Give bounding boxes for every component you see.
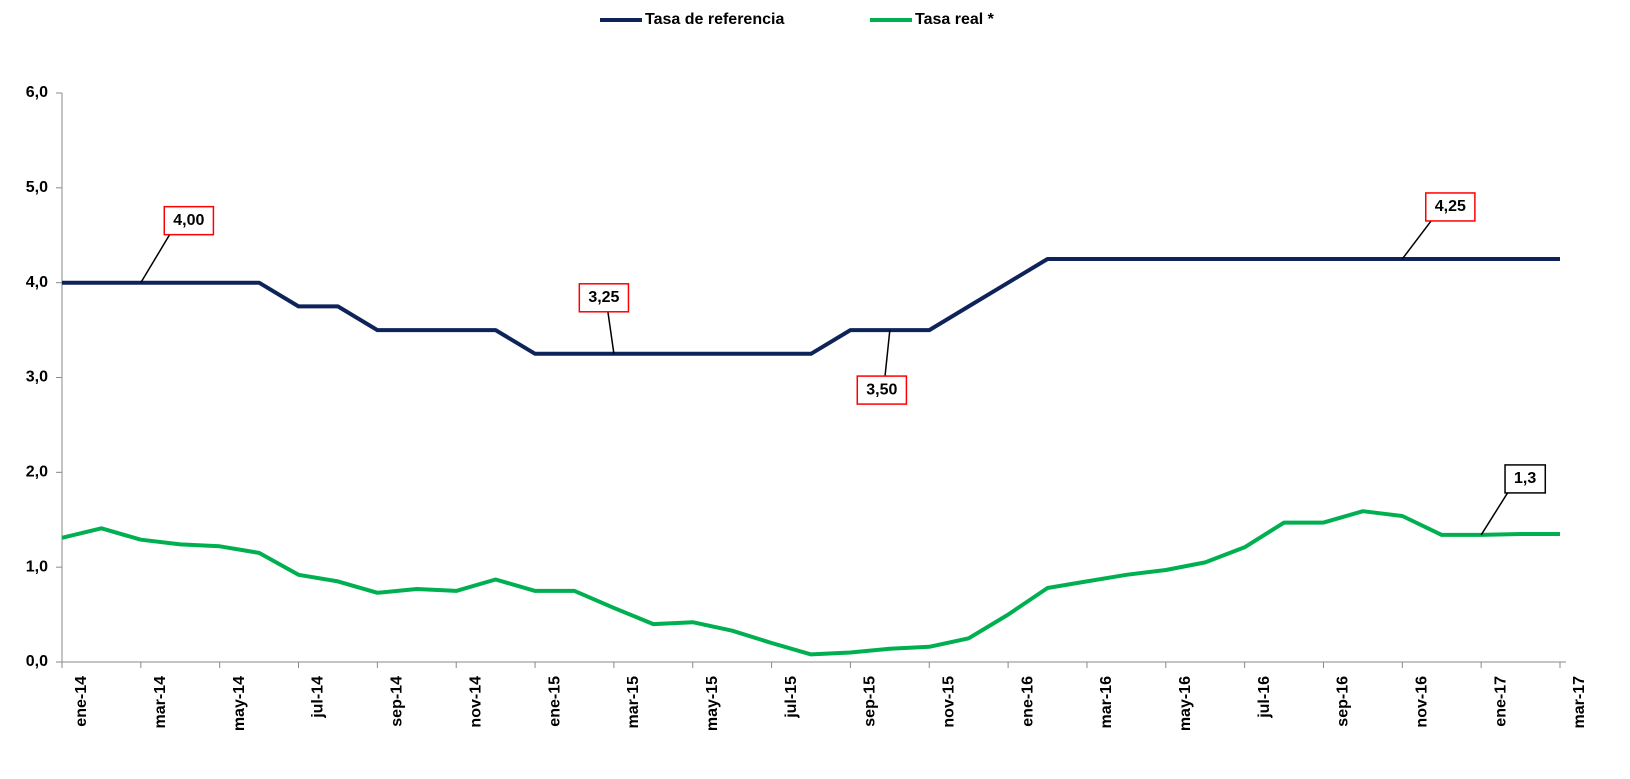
x-tick-label: may-14 xyxy=(231,676,248,731)
x-tick-label: sep-14 xyxy=(389,676,406,727)
data-label-box xyxy=(163,205,215,236)
x-tick-label: ene-15 xyxy=(546,676,563,727)
x-tick-label: ene-16 xyxy=(1019,676,1036,727)
y-tick-label: 5,0 xyxy=(26,179,48,196)
x-tick-label: jul-15 xyxy=(783,676,800,719)
x-tick-label: nov-15 xyxy=(940,676,957,728)
y-tick-label: 2,0 xyxy=(26,464,48,481)
x-tick-label: nov-16 xyxy=(1414,676,1431,728)
data-label: 1,3 xyxy=(1514,470,1536,487)
x-tick-label: may-16 xyxy=(1177,676,1194,731)
x-tick-label: sep-15 xyxy=(862,676,879,727)
leader-line xyxy=(1480,492,1509,536)
data-label-box xyxy=(856,375,908,405)
leader-line xyxy=(607,311,615,354)
y-tick-label: 1,0 xyxy=(26,558,48,575)
y-tick-label: 6,0 xyxy=(26,84,48,101)
y-tick-label: 0,0 xyxy=(26,653,48,670)
data-label-box xyxy=(578,283,630,313)
leader-line xyxy=(884,330,891,377)
legend-label: Tasa de referencia xyxy=(645,11,784,28)
leader-line xyxy=(140,234,171,284)
legend-label: Tasa real * xyxy=(915,11,995,28)
x-tick-label: nov-14 xyxy=(467,676,484,728)
data-label-box xyxy=(1424,192,1476,222)
y-tick-label: 3,0 xyxy=(26,369,48,386)
data-label: 4,00 xyxy=(173,212,204,229)
series-line xyxy=(61,509,1560,657)
x-tick-label: ene-17 xyxy=(1492,676,1509,727)
x-tick-label: mar-17 xyxy=(1571,676,1588,729)
x-tick-label: jul-16 xyxy=(1256,676,1273,719)
leader-line xyxy=(1401,220,1432,260)
data-label-box xyxy=(1504,464,1547,494)
data-label: 4,25 xyxy=(1435,198,1466,215)
y-tick-label: 4,0 xyxy=(26,274,48,291)
x-tick-label: mar-15 xyxy=(625,676,642,729)
x-tick-label: may-15 xyxy=(704,676,721,731)
x-tick-label: mar-14 xyxy=(152,676,169,729)
data-label: 3,50 xyxy=(866,381,897,398)
data-label: 3,25 xyxy=(588,289,619,306)
x-tick-label: jul-14 xyxy=(310,676,327,719)
x-tick-label: sep-16 xyxy=(1335,676,1352,727)
series-line xyxy=(62,257,1560,356)
x-tick-label: ene-14 xyxy=(73,676,90,727)
x-tick-label: mar-16 xyxy=(1098,676,1115,729)
